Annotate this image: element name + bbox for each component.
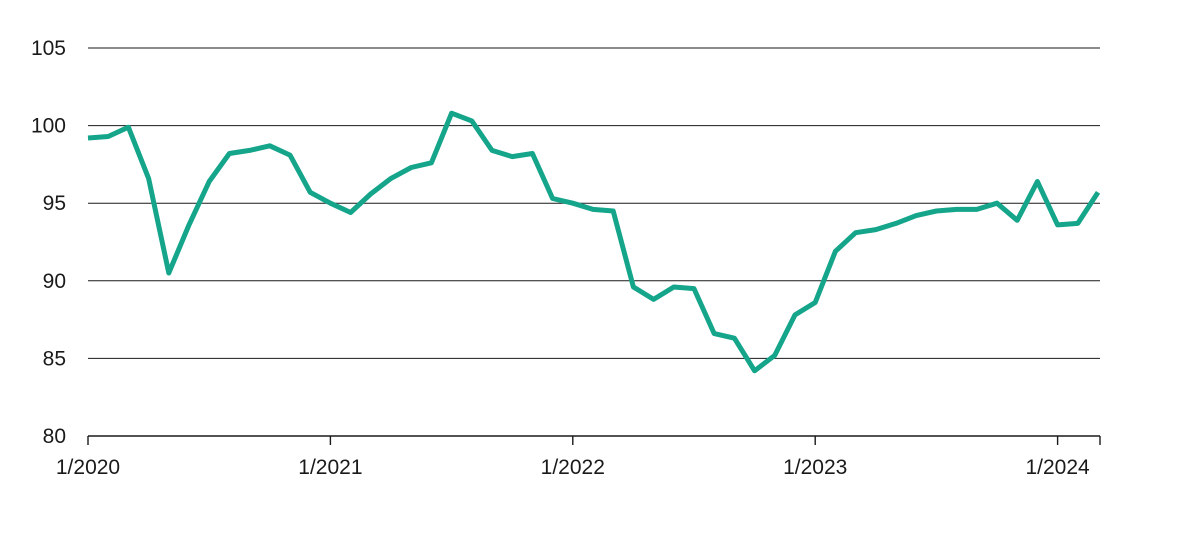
x-axis [87, 435, 1101, 445]
x-axis-tick-labels: 1/2020 1/2021 1/2022 1/2023 1/2024 [56, 456, 1090, 479]
y-tick-label: 105 [31, 37, 66, 60]
series-line [87, 110, 1101, 374]
y-tick-label: 90 [43, 270, 66, 293]
y-axis-tick-labels: 80 85 90 95 100 105 [31, 37, 66, 448]
y-tick-label: 100 [31, 115, 66, 138]
gridlines [88, 47, 1100, 359]
x-tick-label: 1/2020 [56, 456, 120, 479]
x-tick-label: 1/2023 [783, 456, 847, 479]
y-tick-label: 80 [43, 425, 66, 448]
series-layer [87, 110, 1101, 374]
x-tick-label: 1/2022 [541, 456, 605, 479]
x-tick-label: 1/2024 [1025, 456, 1090, 479]
y-tick-label: 85 [43, 347, 66, 370]
y-tick-label: 95 [43, 192, 66, 215]
x-tick-label: 1/2021 [298, 456, 362, 479]
